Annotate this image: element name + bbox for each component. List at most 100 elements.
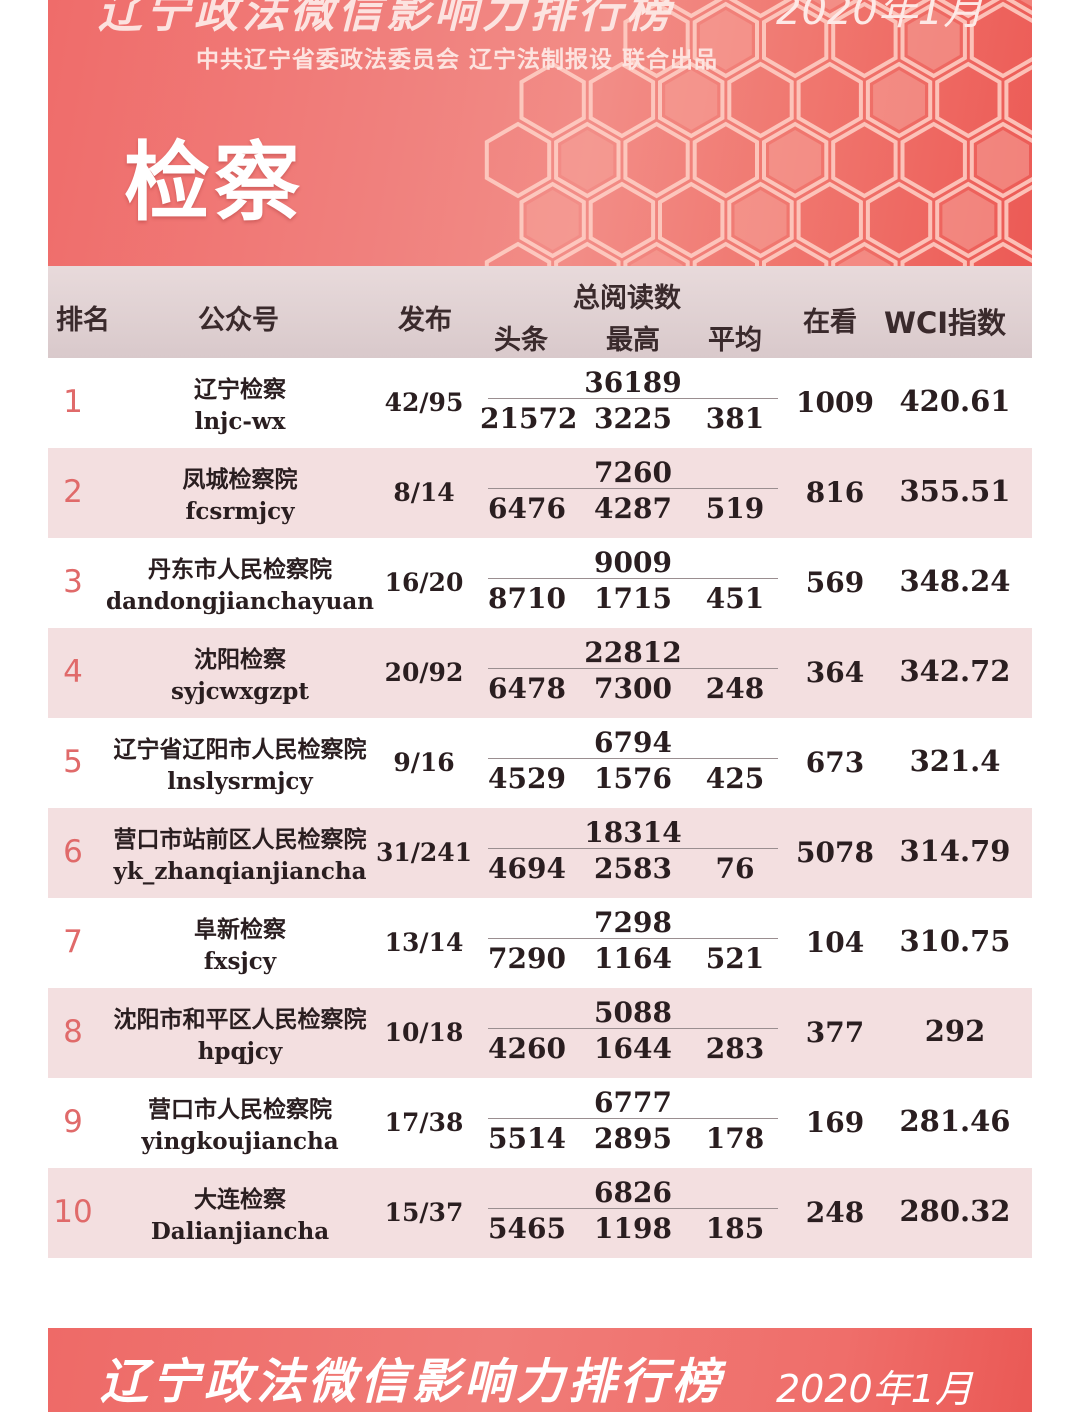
honeycomb-cell bbox=[519, 61, 586, 139]
rank-number: 2 bbox=[63, 474, 83, 510]
headline-reads: 21572 bbox=[480, 402, 578, 435]
honeycomb-fill bbox=[907, 10, 960, 70]
reads-divider bbox=[488, 398, 778, 399]
table-row: 10 大连检察 Dalianjiancha 15/37 6826 5465 11… bbox=[48, 1168, 1032, 1258]
total-reads: 36189 bbox=[584, 366, 682, 399]
reads-divider bbox=[488, 668, 778, 669]
honeycomb-fill bbox=[699, 10, 752, 70]
honeycomb-cell bbox=[900, 1, 967, 79]
reads-divider bbox=[488, 578, 778, 579]
ranking-table-body: 1 辽宁检察 lnjc-wx 42/95 36189 21572 3225 38… bbox=[48, 358, 1032, 1258]
honeycomb-fill bbox=[1020, 0, 1032, 7]
honeycomb-cell bbox=[588, 181, 656, 259]
max-reads: 3225 bbox=[594, 402, 672, 435]
honeycomb-fill bbox=[526, 190, 579, 250]
wci-index: 292 bbox=[924, 1014, 986, 1048]
header-max: 最高 bbox=[606, 325, 660, 356]
honeycomb-cell bbox=[969, 241, 1032, 266]
reads-divider bbox=[488, 1028, 778, 1029]
table-row: 5 辽宁省辽阳市人民检察院 lnslysrmjcy 9/16 6794 4529… bbox=[48, 718, 1032, 808]
wci-index: 280.32 bbox=[899, 1194, 1011, 1228]
headline-reads: 4529 bbox=[488, 762, 566, 795]
headline-reads: 5514 bbox=[488, 1122, 566, 1155]
max-reads: 4287 bbox=[594, 492, 672, 525]
table-row: 8 沈阳市和平区人民检察院 hpqjcy 10/18 5088 4260 164… bbox=[48, 988, 1032, 1078]
average-reads: 451 bbox=[705, 582, 765, 615]
honeycomb-cell bbox=[762, 121, 829, 199]
account-name: 沈阳市和平区人民检察院 bbox=[113, 1007, 367, 1033]
account-name: 沈阳检察 bbox=[194, 647, 286, 673]
footer-title: 辽宁政法微信影响力排行榜 bbox=[100, 1354, 725, 1410]
total-reads: 6826 bbox=[594, 1176, 672, 1209]
honeycomb-cell bbox=[727, 61, 794, 139]
average-reads: 283 bbox=[705, 1032, 765, 1065]
honeycomb-cell bbox=[935, 181, 1002, 259]
honeycomb-cell bbox=[692, 121, 759, 199]
average-reads: 178 bbox=[705, 1122, 765, 1155]
honeycomb-fill bbox=[769, 130, 822, 190]
average-reads: 381 bbox=[705, 402, 765, 435]
rank-number: 5 bbox=[63, 744, 83, 780]
table-header: 排名 公众号 发布 总阅读数 头条 最高 平均 在看 WCI指数 bbox=[48, 266, 1032, 358]
posts-count: 42/95 bbox=[384, 388, 464, 417]
table-row: 6 营口市站前区人民检察院 yk_zhanqianjiancha 31/241 … bbox=[48, 808, 1032, 898]
headline-reads: 4694 bbox=[488, 852, 566, 885]
category-title: 检察 bbox=[124, 132, 304, 233]
average-reads: 76 bbox=[715, 852, 755, 885]
headline-reads: 6478 bbox=[488, 672, 566, 705]
bottom-banner: 辽宁政法微信影响力排行榜 2020年1月 bbox=[48, 1328, 1032, 1412]
account-name: 阜新检察 bbox=[194, 917, 286, 943]
honeycomb-cell bbox=[658, 181, 725, 259]
account-name: 营口市人民检察院 bbox=[148, 1097, 332, 1123]
posts-count: 15/37 bbox=[384, 1198, 464, 1227]
honeycomb-cell bbox=[727, 181, 794, 259]
account-handle: Dalianjiancha bbox=[150, 1218, 330, 1245]
looking-count: 104 bbox=[805, 926, 865, 959]
max-reads: 1164 bbox=[594, 942, 672, 975]
table-row: 4 沈阳检察 syjcwxgzpt 20/92 22812 6478 7300 … bbox=[48, 628, 1032, 718]
honeycomb-cell bbox=[935, 61, 1002, 139]
header-looking: 在看 bbox=[803, 307, 857, 338]
rank-number: 8 bbox=[63, 1014, 83, 1050]
honeycomb-fill bbox=[630, 250, 683, 266]
banner-date: 2020年1月 bbox=[776, 0, 984, 34]
honeycomb-cell bbox=[969, 121, 1032, 199]
max-reads: 2895 bbox=[594, 1122, 672, 1155]
honeycomb-cell bbox=[658, 61, 725, 139]
wci-index: 321.4 bbox=[909, 744, 1001, 778]
posts-count: 10/18 bbox=[384, 1018, 464, 1047]
total-reads: 6794 bbox=[594, 726, 672, 759]
wci-index: 310.75 bbox=[899, 924, 1011, 958]
rank-number: 10 bbox=[53, 1194, 93, 1230]
account-name: 凤城检察院 bbox=[182, 467, 298, 493]
looking-count: 248 bbox=[805, 1196, 865, 1229]
headline-reads: 6476 bbox=[488, 492, 566, 525]
honeycomb-cell bbox=[554, 241, 621, 266]
looking-count: 377 bbox=[805, 1016, 865, 1049]
honeycomb-fill bbox=[942, 190, 995, 250]
account-handle: lnslysrmjcy bbox=[167, 768, 313, 795]
honeycomb-cell bbox=[692, 1, 759, 79]
honeycomb-fill bbox=[873, 70, 925, 130]
total-reads: 7260 bbox=[594, 456, 672, 489]
looking-count: 816 bbox=[805, 476, 865, 509]
posts-count: 16/20 bbox=[384, 568, 464, 597]
account-handle: lnjc-wx bbox=[194, 408, 286, 435]
headline-reads: 7290 bbox=[488, 942, 566, 975]
looking-count: 169 bbox=[805, 1106, 865, 1139]
footer-date: 2020年1月 bbox=[776, 1367, 973, 1411]
average-reads: 521 bbox=[705, 942, 765, 975]
honeycomb-cell bbox=[1004, 184, 1032, 256]
header-rank: 排名 bbox=[56, 305, 110, 336]
total-reads: 6777 bbox=[594, 1086, 672, 1119]
looking-count: 364 bbox=[805, 656, 865, 689]
rank-number: 4 bbox=[63, 654, 83, 690]
honeycomb-cell bbox=[484, 121, 552, 199]
honeycomb-fill bbox=[977, 130, 1029, 190]
headline-reads: 8710 bbox=[488, 582, 566, 615]
looking-count: 569 bbox=[805, 566, 865, 599]
honeycomb-cell bbox=[519, 181, 586, 259]
average-reads: 248 bbox=[705, 672, 765, 705]
max-reads: 1576 bbox=[594, 762, 672, 795]
average-reads: 185 bbox=[705, 1212, 765, 1245]
